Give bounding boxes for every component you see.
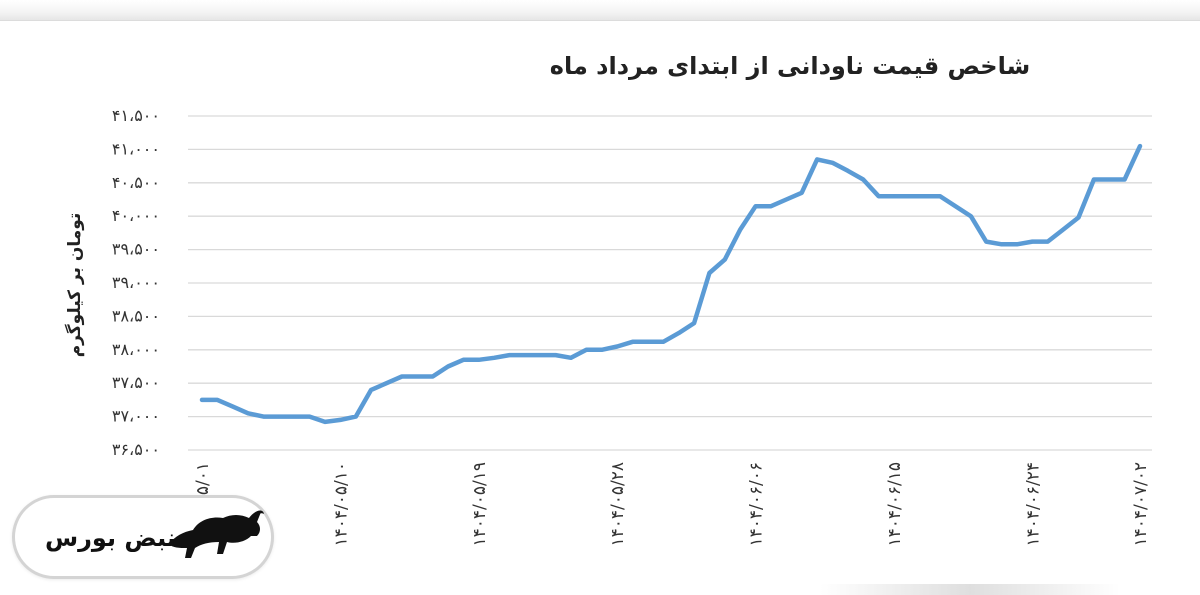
x-tick-label: ۱۴۰۴/۰۶/۱۵: [885, 462, 905, 547]
x-tick-label: ۱۴۰۴/۰۵/۱۹: [470, 462, 490, 547]
brand-logo-text: نبض بورس: [45, 524, 176, 552]
data-point: [1077, 216, 1080, 219]
data-point: [508, 354, 511, 356]
data-point: [308, 415, 311, 418]
data-point: [431, 375, 434, 378]
data-point: [539, 354, 542, 356]
data-point: [416, 375, 419, 378]
y-tick-label: ۴۰،۰۰۰: [112, 206, 160, 225]
data-point: [201, 399, 203, 401]
top-bar: [0, 0, 1200, 21]
data-point: [1139, 145, 1141, 147]
data-point: [601, 349, 603, 351]
y-tick-label: ۴۰،۵۰۰: [112, 173, 160, 192]
y-axis-label: تومان بر کیلوگرم: [64, 213, 85, 358]
y-tick-label: ۳۹،۵۰۰: [112, 240, 160, 259]
data-point: [570, 357, 572, 359]
y-tick-label: ۳۸،۵۰۰: [112, 306, 160, 325]
data-point: [1031, 240, 1034, 243]
data-point: [847, 170, 849, 172]
data-point: [324, 421, 326, 423]
brand-logo: نبض بورس: [12, 495, 274, 579]
data-point: [693, 322, 695, 324]
data-point: [232, 405, 234, 408]
y-tick-label: ۳۷،۰۰۰: [112, 407, 160, 426]
x-tick-label: ۱۴۰۴/۰۵/۱۰: [331, 462, 351, 547]
data-point: [1046, 240, 1049, 243]
data-point: [554, 354, 557, 356]
data-point: [355, 415, 357, 418]
series-line: [199, 143, 1143, 425]
data-point: [677, 332, 680, 334]
data-point: [970, 215, 972, 217]
data-point: [493, 357, 496, 359]
data-point: [923, 195, 926, 197]
data-point: [724, 258, 726, 261]
data-point: [908, 195, 911, 197]
data-point: [262, 415, 265, 418]
footer-fade: [820, 584, 1120, 595]
chart-title: شاخص قیمت ناودانی از ابتدای مرداد ماه: [550, 52, 1030, 80]
data-point: [293, 415, 296, 418]
data-point: [800, 192, 803, 194]
data-point: [616, 345, 618, 348]
y-tick-label: ۳۷،۵۰۰: [112, 373, 160, 392]
data-point: [401, 375, 403, 378]
x-tick-label: ۱۴۰۴/۰۶/۰۶: [747, 462, 767, 547]
data-point: [739, 228, 741, 231]
y-tick-label: ۳۶،۵۰۰: [112, 440, 160, 459]
data-point: [647, 341, 649, 343]
data-point: [1000, 243, 1003, 246]
data-point: [631, 341, 634, 343]
data-point: [862, 178, 864, 181]
x-tick-label: ۱۴۰۴/۰۶/۲۴: [1023, 462, 1043, 547]
data-point: [524, 354, 526, 356]
data-point: [370, 389, 372, 391]
data-point: [1123, 178, 1126, 181]
data-point: [708, 272, 711, 274]
data-point: [754, 205, 757, 207]
data-point: [939, 195, 941, 197]
data-point: [247, 412, 249, 415]
y-tick-label: ۳۸،۰۰۰: [112, 340, 160, 359]
grid-lines: [188, 115, 1152, 451]
data-point: [1062, 228, 1064, 231]
data-point: [893, 195, 895, 197]
x-tick-label: ۱۴۰۴/۰۷/۰۲: [1131, 462, 1151, 547]
data-point: [385, 382, 388, 385]
data-point: [662, 341, 665, 343]
data-point: [831, 162, 834, 164]
data-point: [478, 359, 480, 361]
data-point: [1108, 178, 1110, 181]
bull-icon: [169, 510, 264, 558]
data-point: [1093, 178, 1095, 181]
data-point: [216, 399, 219, 401]
data-point: [585, 349, 588, 351]
data-point: [278, 415, 280, 418]
series-layer: [199, 143, 1143, 425]
data-point: [816, 158, 818, 161]
data-point: [462, 359, 465, 361]
data-point: [770, 205, 772, 207]
x-tick-label: ۵/۰۱: [193, 462, 213, 495]
data-point: [954, 205, 957, 207]
data-point: [1016, 243, 1018, 246]
data-point: [985, 240, 987, 243]
y-tick-label: ۴۱،۰۰۰: [112, 139, 160, 158]
data-point: [785, 198, 788, 201]
data-point: [877, 195, 880, 197]
y-axis-ticks: ۳۶،۵۰۰ ۳۷،۰۰۰ ۳۷،۵۰۰ ۳۸،۰۰۰ ۳۸،۵۰۰ ۳۹،۰۰۰ ۳۹،۵…: [112, 106, 160, 459]
x-axis-ticks: ۵/۰۱ ۱۴۰۴/۰۵/۱۰ ۱۴۰۴/۰۵/۱۹ ۱۴۰۴/۰۵/۲۸ ۱۴۰۴/۰…: [193, 462, 1151, 547]
y-tick-label: ۴۱،۵۰۰: [112, 106, 160, 125]
data-point: [447, 365, 449, 368]
x-tick-label: ۱۴۰۴/۰۵/۲۸: [608, 462, 628, 547]
data-point: [339, 419, 342, 421]
y-tick-label: ۳۹،۰۰۰: [112, 273, 160, 292]
